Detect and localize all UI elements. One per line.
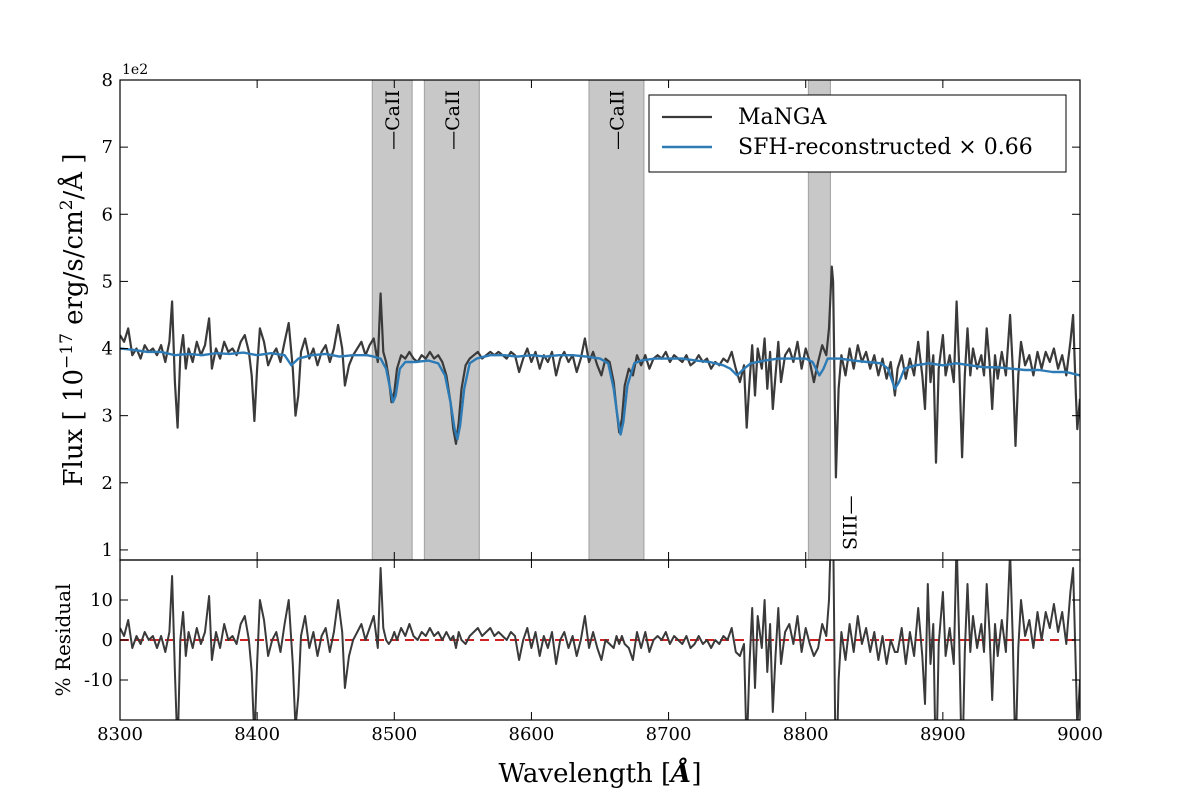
x-tick-label: 8900 — [920, 724, 966, 745]
residual-y-ticks: 10 0 -10 — [84, 590, 1080, 691]
region-labels: —CaII —CaII —CaII SIII— — [382, 90, 861, 550]
region-label-1: —CaII — [442, 90, 464, 150]
x-tick-label: 8300 — [97, 724, 143, 745]
legend-label-sfh: SFH-reconstructed × 0.66 — [738, 135, 1033, 160]
spectrum-y-axis-label: Flux [ 10−17 erg/s/cm2/Å ] — [57, 153, 89, 486]
residual-panel: 100-10 8300 8400 8500 8600 8700 8800 8900 9000 … — [51, 559, 1103, 789]
line-region-0 — [371, 80, 413, 560]
x-tick-label: 8400 — [234, 724, 280, 745]
legend-box — [648, 94, 1067, 173]
x-axis-label: Wavelength [Å] — [498, 758, 701, 789]
region-label-2: —CaII — [606, 90, 628, 150]
residual-line — [120, 560, 1080, 720]
residual-y-tick-label: 0 — [102, 630, 113, 651]
x-tick-label: 8800 — [783, 724, 829, 745]
spectrum-y-ticks: 1 2 3 4 5 6 7 8 — [102, 70, 1080, 561]
spectrum-series — [120, 265, 1080, 479]
region-label-0: —CaII — [382, 90, 404, 150]
spectrum-y-tick-label: 5 — [102, 271, 113, 292]
line-regions — [371, 80, 832, 560]
spectrum-x-ticks — [119, 80, 1081, 560]
sfh-model-line — [120, 347, 1080, 441]
spectrum-panel: 1 2 3 4 5 6 7 8 1e2 —CaII —CaII —CaII SIII— Flux [… — [57, 62, 1081, 561]
line-region-2 — [588, 80, 645, 560]
x-tick-label: 8600 — [509, 724, 555, 745]
spectrum-y-tick-label: 6 — [102, 204, 113, 225]
region-label-3: SIII— — [839, 495, 861, 550]
spectrum-y-tick-label: 1 — [102, 540, 113, 561]
x-tick-label: 8500 — [371, 724, 417, 745]
x-tick-label: 8700 — [646, 724, 692, 745]
line-region-1 — [423, 80, 480, 560]
residual-y-tick-label: 10 — [90, 590, 113, 611]
residual-x-ticks: 8300 8400 8500 8600 8700 8800 8900 9000 — [97, 560, 1103, 745]
spectrum-y-tick-label: 2 — [102, 473, 113, 494]
spectrum-y-tick-label: 4 — [102, 339, 113, 360]
y-offset-label: 1e2 — [122, 62, 148, 78]
residual-series — [120, 560, 1080, 720]
residual-y-axis-label: % Residual — [51, 584, 75, 697]
spectrum-y-tick-label: 8 — [102, 70, 113, 91]
spectrum-y-tick-label: 7 — [102, 137, 113, 158]
legend: MaNGA SFH-reconstructed × 0.66 — [648, 94, 1067, 173]
spectrum-y-tick-label: 3 — [102, 406, 113, 427]
x-tick-label: 9000 — [1057, 724, 1103, 745]
legend-label-manga: MaNGA — [738, 105, 827, 130]
residual-y-tick-label: -10 — [84, 670, 113, 691]
